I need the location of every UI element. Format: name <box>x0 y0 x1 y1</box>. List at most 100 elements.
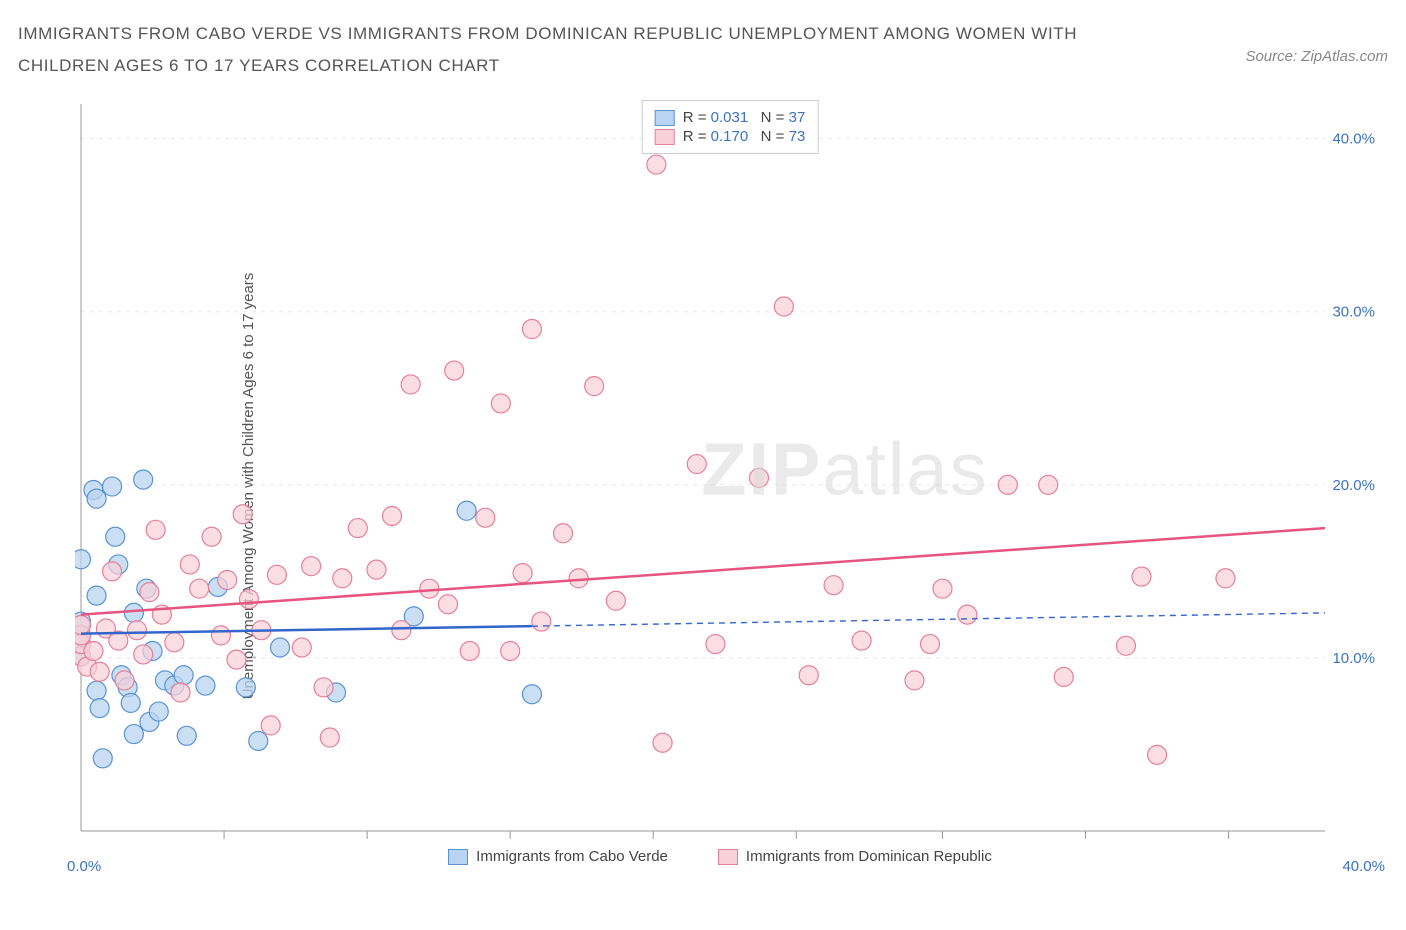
chart-area: Unemployment Among Women with Children A… <box>55 98 1385 873</box>
scatter-point-dr <box>905 671 924 690</box>
scatter-point-dr <box>401 375 420 394</box>
scatter-point-dr <box>532 612 551 631</box>
scatter-point-cabo <box>177 726 196 745</box>
scatter-point-cabo <box>134 470 153 489</box>
scatter-point-dr <box>367 560 386 579</box>
scatter-point-dr <box>476 508 495 527</box>
scatter-point-cabo <box>124 725 143 744</box>
scatter-point-cabo <box>75 550 91 569</box>
scatter-point-dr <box>202 527 221 546</box>
scatter-point-cabo <box>124 603 143 622</box>
scatter-point-cabo <box>121 693 140 712</box>
scatter-chart: 10.0%20.0%30.0%40.0% <box>75 98 1385 873</box>
scatter-point-dr <box>103 562 122 581</box>
scatter-point-dr <box>171 683 190 702</box>
chart-title: IMMIGRANTS FROM CABO VERDE VS IMMIGRANTS… <box>18 18 1118 83</box>
scatter-point-dr <box>749 468 768 487</box>
scatter-point-dr <box>958 605 977 624</box>
scatter-point-dr <box>1216 569 1235 588</box>
scatter-point-cabo <box>149 702 168 721</box>
legend-swatch-cabo <box>655 110 675 126</box>
scatter-point-cabo <box>249 731 268 750</box>
legend-bottom-swatch-0 <box>448 849 468 865</box>
legend-bottom-label-1: Immigrants from Dominican Republic <box>746 848 992 865</box>
scatter-point-dr <box>227 650 246 669</box>
scatter-point-dr <box>687 455 706 474</box>
trend-line-cabo-dashed <box>532 613 1325 626</box>
scatter-point-dr <box>320 728 339 747</box>
scatter-point-dr <box>1132 567 1151 586</box>
scatter-point-dr <box>933 579 952 598</box>
scatter-point-cabo <box>271 638 290 657</box>
scatter-point-cabo <box>87 586 106 605</box>
scatter-point-dr <box>706 635 725 654</box>
scatter-point-dr <box>1116 636 1135 655</box>
legend-stats-text-dr: R = 0.170 N = 73 <box>683 128 806 145</box>
scatter-point-dr <box>261 716 280 735</box>
scatter-point-cabo <box>174 666 193 685</box>
scatter-point-dr <box>348 519 367 538</box>
scatter-point-dr <box>292 638 311 657</box>
scatter-point-cabo <box>87 681 106 700</box>
scatter-point-dr <box>647 155 666 174</box>
legend-bottom-swatch-1 <box>718 849 738 865</box>
scatter-point-dr <box>302 557 321 576</box>
scatter-point-dr <box>267 565 286 584</box>
scatter-point-dr <box>653 733 672 752</box>
scatter-point-dr <box>90 662 109 681</box>
legend-stats-text-cabo: R = 0.031 N = 37 <box>683 109 806 126</box>
scatter-point-dr <box>392 621 411 640</box>
scatter-point-dr <box>84 641 103 660</box>
scatter-point-cabo <box>457 501 476 520</box>
scatter-point-dr <box>513 564 532 583</box>
scatter-point-dr <box>824 576 843 595</box>
legend-stats: R = 0.031 N = 37 R = 0.170 N = 73 <box>642 100 819 154</box>
scatter-point-dr <box>134 645 153 664</box>
scatter-point-dr <box>921 635 940 654</box>
svg-text:20.0%: 20.0% <box>1332 477 1375 494</box>
scatter-point-dr <box>1148 745 1167 764</box>
scatter-point-dr <box>522 320 541 339</box>
scatter-point-dr <box>218 571 237 590</box>
scatter-point-cabo <box>87 489 106 508</box>
scatter-point-dr <box>998 475 1017 494</box>
scatter-point-dr <box>180 555 199 574</box>
scatter-point-cabo <box>236 678 255 697</box>
scatter-point-dr <box>211 626 230 645</box>
scatter-point-dr <box>115 671 134 690</box>
scatter-point-dr <box>445 361 464 380</box>
title-bar: IMMIGRANTS FROM CABO VERDE VS IMMIGRANTS… <box>18 18 1388 83</box>
scatter-point-dr <box>233 505 252 524</box>
scatter-point-dr <box>383 506 402 525</box>
scatter-point-cabo <box>196 676 215 695</box>
scatter-point-dr <box>140 583 159 602</box>
scatter-point-dr <box>333 569 352 588</box>
scatter-point-dr <box>1054 667 1073 686</box>
scatter-point-dr <box>554 524 573 543</box>
scatter-point-dr <box>774 297 793 316</box>
scatter-point-dr <box>569 569 588 588</box>
trend-line-cabo-solid <box>81 626 532 634</box>
scatter-point-dr <box>1039 475 1058 494</box>
scatter-point-dr <box>75 616 91 635</box>
scatter-point-dr <box>314 678 333 697</box>
scatter-point-cabo <box>93 749 112 768</box>
scatter-point-dr <box>165 633 184 652</box>
svg-text:10.0%: 10.0% <box>1332 650 1375 667</box>
scatter-point-cabo <box>106 527 125 546</box>
scatter-point-cabo <box>103 477 122 496</box>
scatter-point-dr <box>501 641 520 660</box>
legend-bottom-item-1: Immigrants from Dominican Republic <box>718 848 992 865</box>
scatter-point-dr <box>438 595 457 614</box>
scatter-point-dr <box>190 579 209 598</box>
legend-bottom: Immigrants from Cabo VerdeImmigrants fro… <box>55 848 1385 865</box>
legend-swatch-dr <box>655 129 675 145</box>
scatter-point-dr <box>460 641 479 660</box>
plot: 10.0%20.0%30.0%40.0% ZIPatlas R = 0.031 … <box>75 98 1385 873</box>
legend-stats-row-cabo: R = 0.031 N = 37 <box>655 109 806 126</box>
scatter-point-dr <box>606 591 625 610</box>
legend-stats-row-dr: R = 0.170 N = 73 <box>655 128 806 145</box>
scatter-point-dr <box>420 579 439 598</box>
scatter-point-dr <box>239 590 258 609</box>
scatter-point-dr <box>127 621 146 640</box>
